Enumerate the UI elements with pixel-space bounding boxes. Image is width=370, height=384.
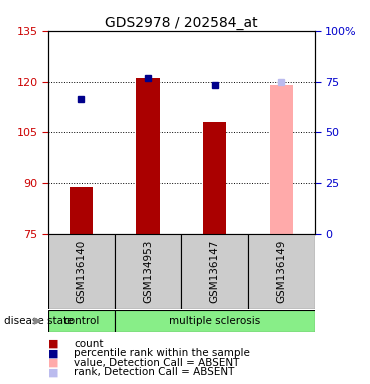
Bar [115,234,181,309]
Text: GSM136149: GSM136149 [276,240,286,303]
Text: percentile rank within the sample: percentile rank within the sample [74,348,250,358]
Bar [115,310,314,332]
Text: GSM136147: GSM136147 [209,240,220,303]
Bar [70,187,93,234]
Bar [48,234,115,309]
Bar [269,85,293,234]
Text: ■: ■ [48,348,58,358]
Text: rank, Detection Call = ABSENT: rank, Detection Call = ABSENT [74,367,234,377]
Text: multiple sclerosis: multiple sclerosis [169,316,260,326]
Bar [48,310,115,332]
Text: GSM134953: GSM134953 [143,240,153,303]
Text: control: control [63,316,100,326]
Text: ■: ■ [48,367,58,377]
Bar [203,122,226,234]
Text: value, Detection Call = ABSENT: value, Detection Call = ABSENT [74,358,239,368]
Text: disease state: disease state [4,316,73,326]
Text: GSM136140: GSM136140 [76,240,87,303]
Bar [248,234,314,309]
Bar [181,234,248,309]
Text: count: count [74,339,104,349]
Title: GDS2978 / 202584_at: GDS2978 / 202584_at [105,16,258,30]
Bar [136,78,160,234]
Text: ■: ■ [48,358,58,368]
Text: ■: ■ [48,339,58,349]
